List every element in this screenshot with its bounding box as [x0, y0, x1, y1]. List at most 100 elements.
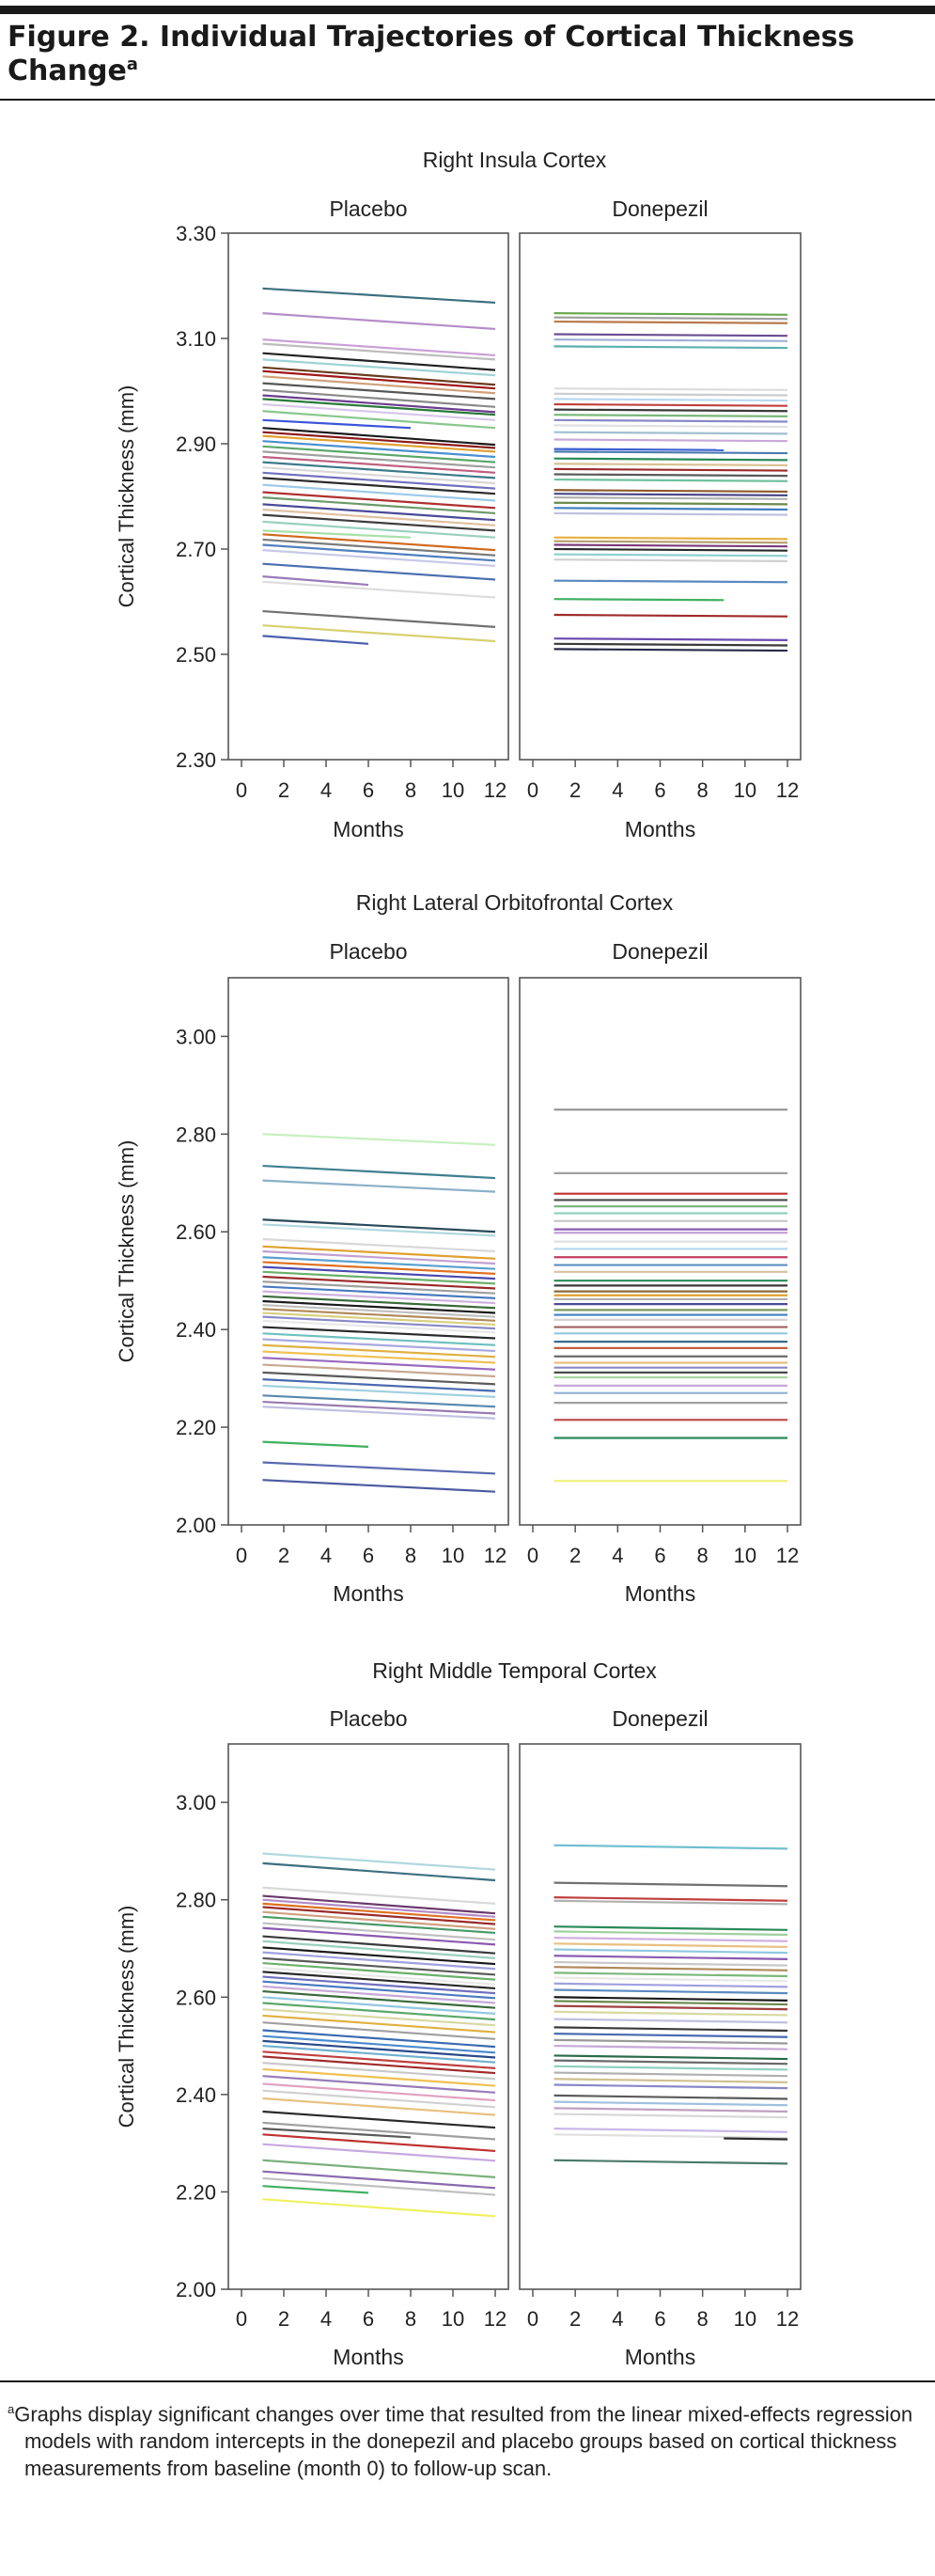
trajectory-line	[262, 1343, 496, 1359]
y-tick-label: 2.00	[176, 1514, 216, 1537]
trajectory-line	[262, 1996, 496, 2015]
trajectory-line	[262, 483, 496, 502]
trajectory-line	[262, 2021, 496, 2040]
trajectory-line	[262, 1218, 496, 1233]
trajectory-line	[262, 1179, 496, 1193]
trajectory-line	[262, 1265, 496, 1280]
x-tick-label: 10	[442, 778, 464, 802]
y-tick-label: 3.10	[176, 327, 216, 351]
trajectory-line	[553, 489, 788, 494]
trajectory-line	[262, 338, 496, 357]
trajectory-line	[262, 543, 496, 562]
x-axis-label: Months	[333, 1581, 403, 1606]
trajectory-line	[262, 2002, 496, 2021]
x-tick-label: 2	[569, 2307, 581, 2331]
trajectory-line	[262, 2185, 369, 2194]
trajectory-line	[553, 1996, 788, 2003]
trajectory-line	[553, 2044, 788, 2050]
trajectory-line	[262, 1926, 496, 1946]
trajectory-line	[262, 1975, 496, 1995]
trajectory-line	[262, 1378, 496, 1392]
trajectory-line	[262, 508, 496, 526]
trajectory-line	[262, 2008, 496, 2027]
trajectory-line	[553, 1982, 788, 1988]
trajectory-line	[262, 418, 412, 430]
trajectory-line	[262, 1290, 496, 1305]
x-tick-label: 4	[612, 2307, 623, 2331]
x-tick-label: 12	[776, 778, 799, 802]
trajectory-line	[553, 1976, 788, 1983]
y-axis-label: Cortical Thickness (mm)	[115, 1140, 138, 1363]
trajectory-line	[262, 1285, 496, 1299]
trajectory-line	[262, 496, 496, 515]
trajectory-line	[553, 507, 788, 511]
trajectory-line	[553, 473, 788, 478]
trajectory-line	[262, 1980, 496, 2000]
trajectory-line	[262, 1852, 496, 1871]
y-tick-label: 2.50	[176, 643, 216, 667]
trajectory-line	[553, 2071, 788, 2078]
trajectory-line	[262, 1280, 496, 1295]
trajectory-line	[553, 598, 725, 602]
trajectory-line	[262, 635, 369, 645]
trajectory-line	[262, 2050, 496, 2069]
trajectory-line	[553, 2059, 788, 2066]
y-tick-label: 2.80	[176, 1123, 216, 1146]
trajectory-line	[553, 2026, 788, 2033]
trajectory-line	[262, 2143, 496, 2162]
x-tick-label: 8	[405, 2307, 416, 2331]
x-tick-label: 10	[734, 1544, 756, 1567]
trajectory-line	[553, 493, 788, 496]
trajectory-line	[553, 2094, 788, 2100]
x-axis-label: Months	[625, 817, 695, 841]
trajectory-line	[262, 461, 496, 479]
y-tick-label: 2.80	[176, 1889, 216, 1912]
trajectory-line	[553, 1896, 788, 1902]
trajectory-line	[262, 434, 496, 453]
trajectory-line	[553, 424, 788, 429]
trajectory-line	[262, 1461, 496, 1475]
trajectory-line	[262, 1332, 496, 1346]
trajectory-line	[553, 2159, 788, 2165]
trajectory-line	[262, 1906, 496, 1925]
x-tick-label: 4	[612, 778, 623, 802]
trajectory-line	[553, 312, 788, 316]
trajectory-line	[262, 388, 496, 408]
trajectory-line	[262, 533, 496, 552]
x-tick-label: 8	[697, 778, 709, 802]
trajectory-line	[262, 1967, 496, 1986]
trajectory-line	[553, 547, 788, 552]
trajectory-line	[262, 1902, 496, 1922]
panel-frame	[519, 1743, 802, 2290]
x-tick-label: 4	[320, 778, 332, 802]
figure-title-text: Figure 2. Individual Trajectories of Cor…	[8, 21, 855, 87]
x-tick-label: 2	[569, 1544, 581, 1567]
trajectory-line	[553, 2038, 788, 2045]
trajectory-line	[262, 402, 496, 421]
trajectory-line	[553, 1899, 788, 1906]
y-tick-label: 2.00	[176, 2278, 216, 2301]
trajectory-line	[553, 579, 788, 584]
trajectory-line	[553, 320, 788, 324]
x-tick-label: 2	[278, 778, 289, 802]
panel-label: Placebo	[329, 196, 407, 221]
trajectory-line	[553, 463, 788, 467]
y-tick-label: 3.30	[176, 222, 216, 245]
trajectory-line	[262, 342, 496, 361]
trajectory-line	[553, 2010, 788, 2017]
chart-title: Right Insula Cortex	[423, 148, 607, 172]
trajectory-line	[262, 1394, 496, 1408]
x-tick-label: 0	[236, 778, 247, 802]
figure-title: Figure 2. Individual Trajectories of Cor…	[8, 21, 928, 88]
trajectory-line	[262, 2128, 412, 2139]
trajectory-line	[262, 549, 496, 568]
panel-placebo: Placebo 0 2 4 6 8 10 12 Months	[227, 1706, 509, 2369]
y-tick-label: 2.90	[176, 432, 216, 456]
trajectory-line	[553, 1942, 788, 1949]
panel-label: Placebo	[329, 939, 407, 964]
trajectory-line	[553, 333, 788, 338]
x-tick-label: 8	[697, 1544, 709, 1567]
x-tick-label: 8	[697, 2307, 709, 2331]
trajectory-line	[553, 543, 788, 548]
